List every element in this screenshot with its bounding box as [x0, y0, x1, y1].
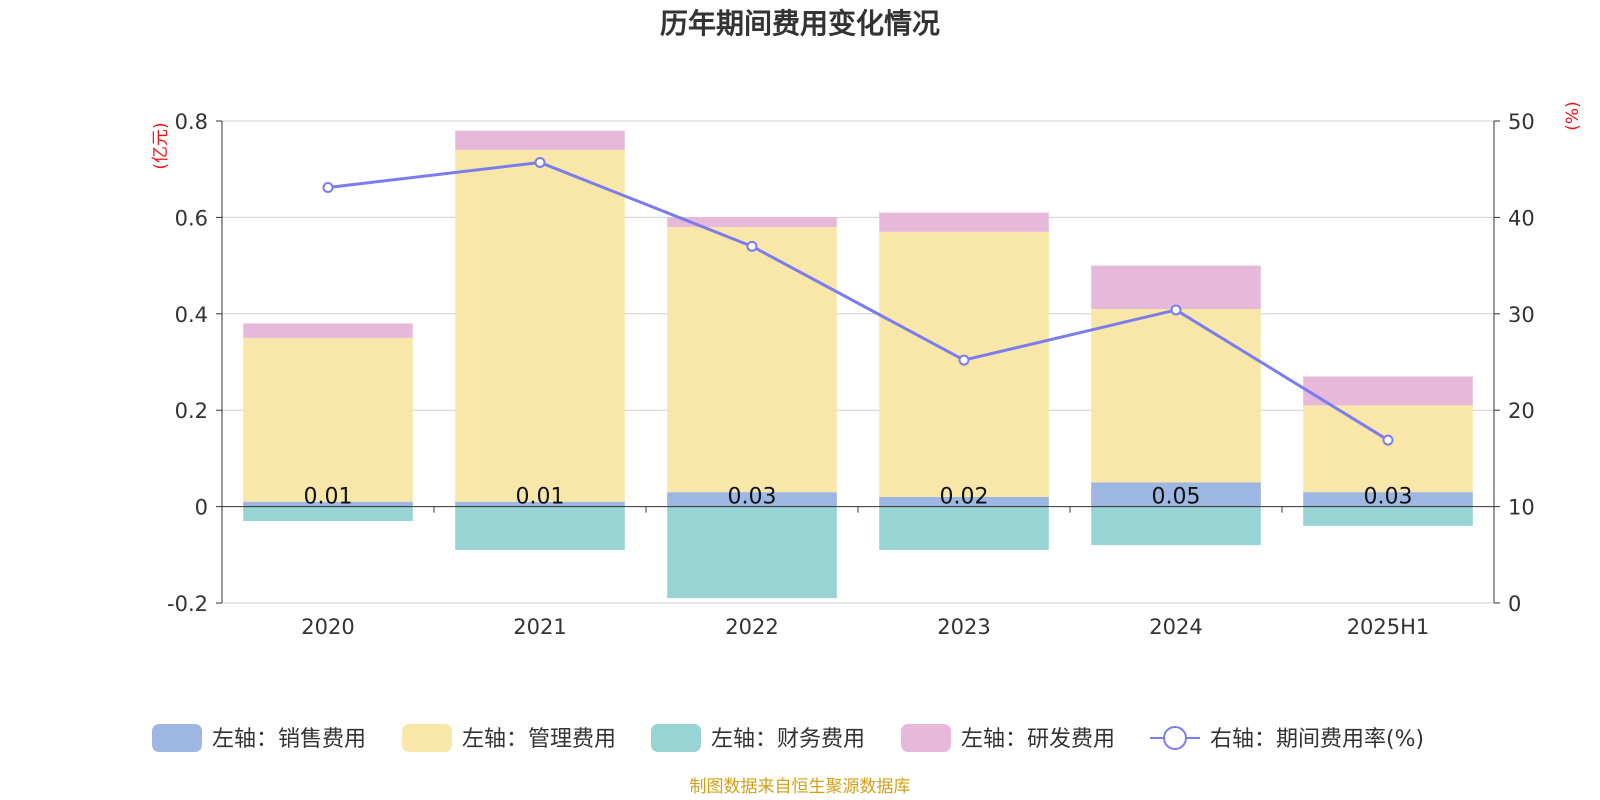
bar-segment [455, 501, 625, 507]
rate-line [322, 156, 1394, 446]
left-axis-tick-label: 0.8 [175, 110, 208, 134]
legend-swatch [152, 724, 202, 752]
rate-point [534, 156, 546, 168]
right-axis-tick-label: 40 [1508, 206, 1535, 230]
rate-point [1382, 434, 1394, 446]
bar-data-label: 0.01 [304, 485, 353, 510]
bar-segment [455, 506, 625, 550]
right-axis-tick-label: 50 [1508, 110, 1535, 134]
legend-swatch [651, 724, 701, 752]
legend-label: 左轴：管理费用 [462, 727, 616, 752]
left-axis-tick-label: 0 [195, 496, 208, 520]
rate-point [746, 240, 758, 252]
bar-data-label: 0.01 [516, 485, 565, 510]
rate-point [322, 182, 334, 194]
bar-segment [1091, 482, 1261, 507]
bar-segment [667, 492, 837, 507]
right-axis-tick-label: 0 [1508, 592, 1521, 616]
bar-segment [1303, 405, 1473, 493]
bar-segment [1091, 265, 1261, 309]
left-axis-tick-label: 0.2 [175, 399, 208, 423]
left-axis-unit: (亿元) [151, 122, 171, 169]
x-axis-tick-label: 2021 [513, 615, 566, 639]
x-axis-tick-label: 2023 [937, 615, 990, 639]
x-axis-tick-label: 2025H1 [1347, 615, 1430, 639]
legend-swatch [901, 724, 951, 752]
bar-segment [879, 506, 1049, 550]
bar-segment [243, 323, 413, 338]
axes: -0.2 0 0.2 0.4 0.6 0.8 0 10 20 30 40 50 2020 2021 2022… [167, 110, 1535, 639]
left-axis-tick-label: 0.6 [175, 206, 208, 230]
legend-label: 左轴：研发费用 [961, 727, 1115, 752]
data-source-note: 制图数据来自恒生聚源数据库 [690, 777, 911, 797]
bar-segment [667, 506, 837, 599]
bar-segment [667, 227, 837, 493]
rate-point [958, 354, 970, 366]
x-axis-tick-label: 2022 [725, 615, 778, 639]
rate-point [1170, 304, 1182, 316]
chart-title: 历年期间费用变化情况 [660, 7, 940, 40]
bar-data-label: 0.03 [1364, 485, 1413, 510]
right-axis-tick-label: 20 [1508, 399, 1535, 423]
bar-segment [1303, 376, 1473, 406]
legend-marker [1163, 726, 1187, 750]
bar-data-label: 0.03 [728, 485, 777, 510]
bar-segment [1303, 506, 1473, 526]
bar-segment [243, 506, 413, 522]
bar-labels: 0.01 0.01 0.03 0.02 0.05 0.03 [304, 485, 1413, 510]
legend-label: 左轴：销售费用 [212, 727, 366, 752]
bar-data-label: 0.05 [1152, 485, 1201, 510]
bar-segment [879, 496, 1049, 507]
bar-segment [1091, 506, 1261, 546]
bar-segment [243, 337, 413, 502]
bar-data-label: 0.02 [940, 485, 989, 510]
bar-segment [667, 217, 837, 228]
x-axis-tick-label: 2024 [1149, 615, 1202, 639]
right-axis-tick-label: 10 [1508, 496, 1535, 520]
bar-segment [455, 149, 625, 502]
bar-segment [455, 130, 625, 150]
left-axis-tick-label: -0.2 [167, 592, 208, 616]
right-axis-unit: (%) [1563, 101, 1583, 130]
bar-segment [879, 212, 1049, 232]
bars [243, 130, 1473, 599]
rate-line-path [327, 160, 1389, 442]
right-axis-tick-label: 30 [1508, 303, 1535, 327]
bar-segment [1091, 308, 1261, 483]
legend-swatch [402, 724, 452, 752]
legend-label: 右轴：期间费用率(%) [1210, 727, 1424, 752]
bar-segment [1303, 492, 1473, 507]
legend: 左轴：销售费用 左轴：管理费用 左轴：财务费用 左轴：研发费用 右轴：期间费用率(%) [152, 724, 1424, 752]
x-axis-tick-label: 2020 [301, 615, 354, 639]
left-axis-tick-label: 0.4 [175, 303, 208, 327]
bar-segment [243, 501, 413, 507]
legend-label: 左轴：财务费用 [711, 727, 865, 752]
